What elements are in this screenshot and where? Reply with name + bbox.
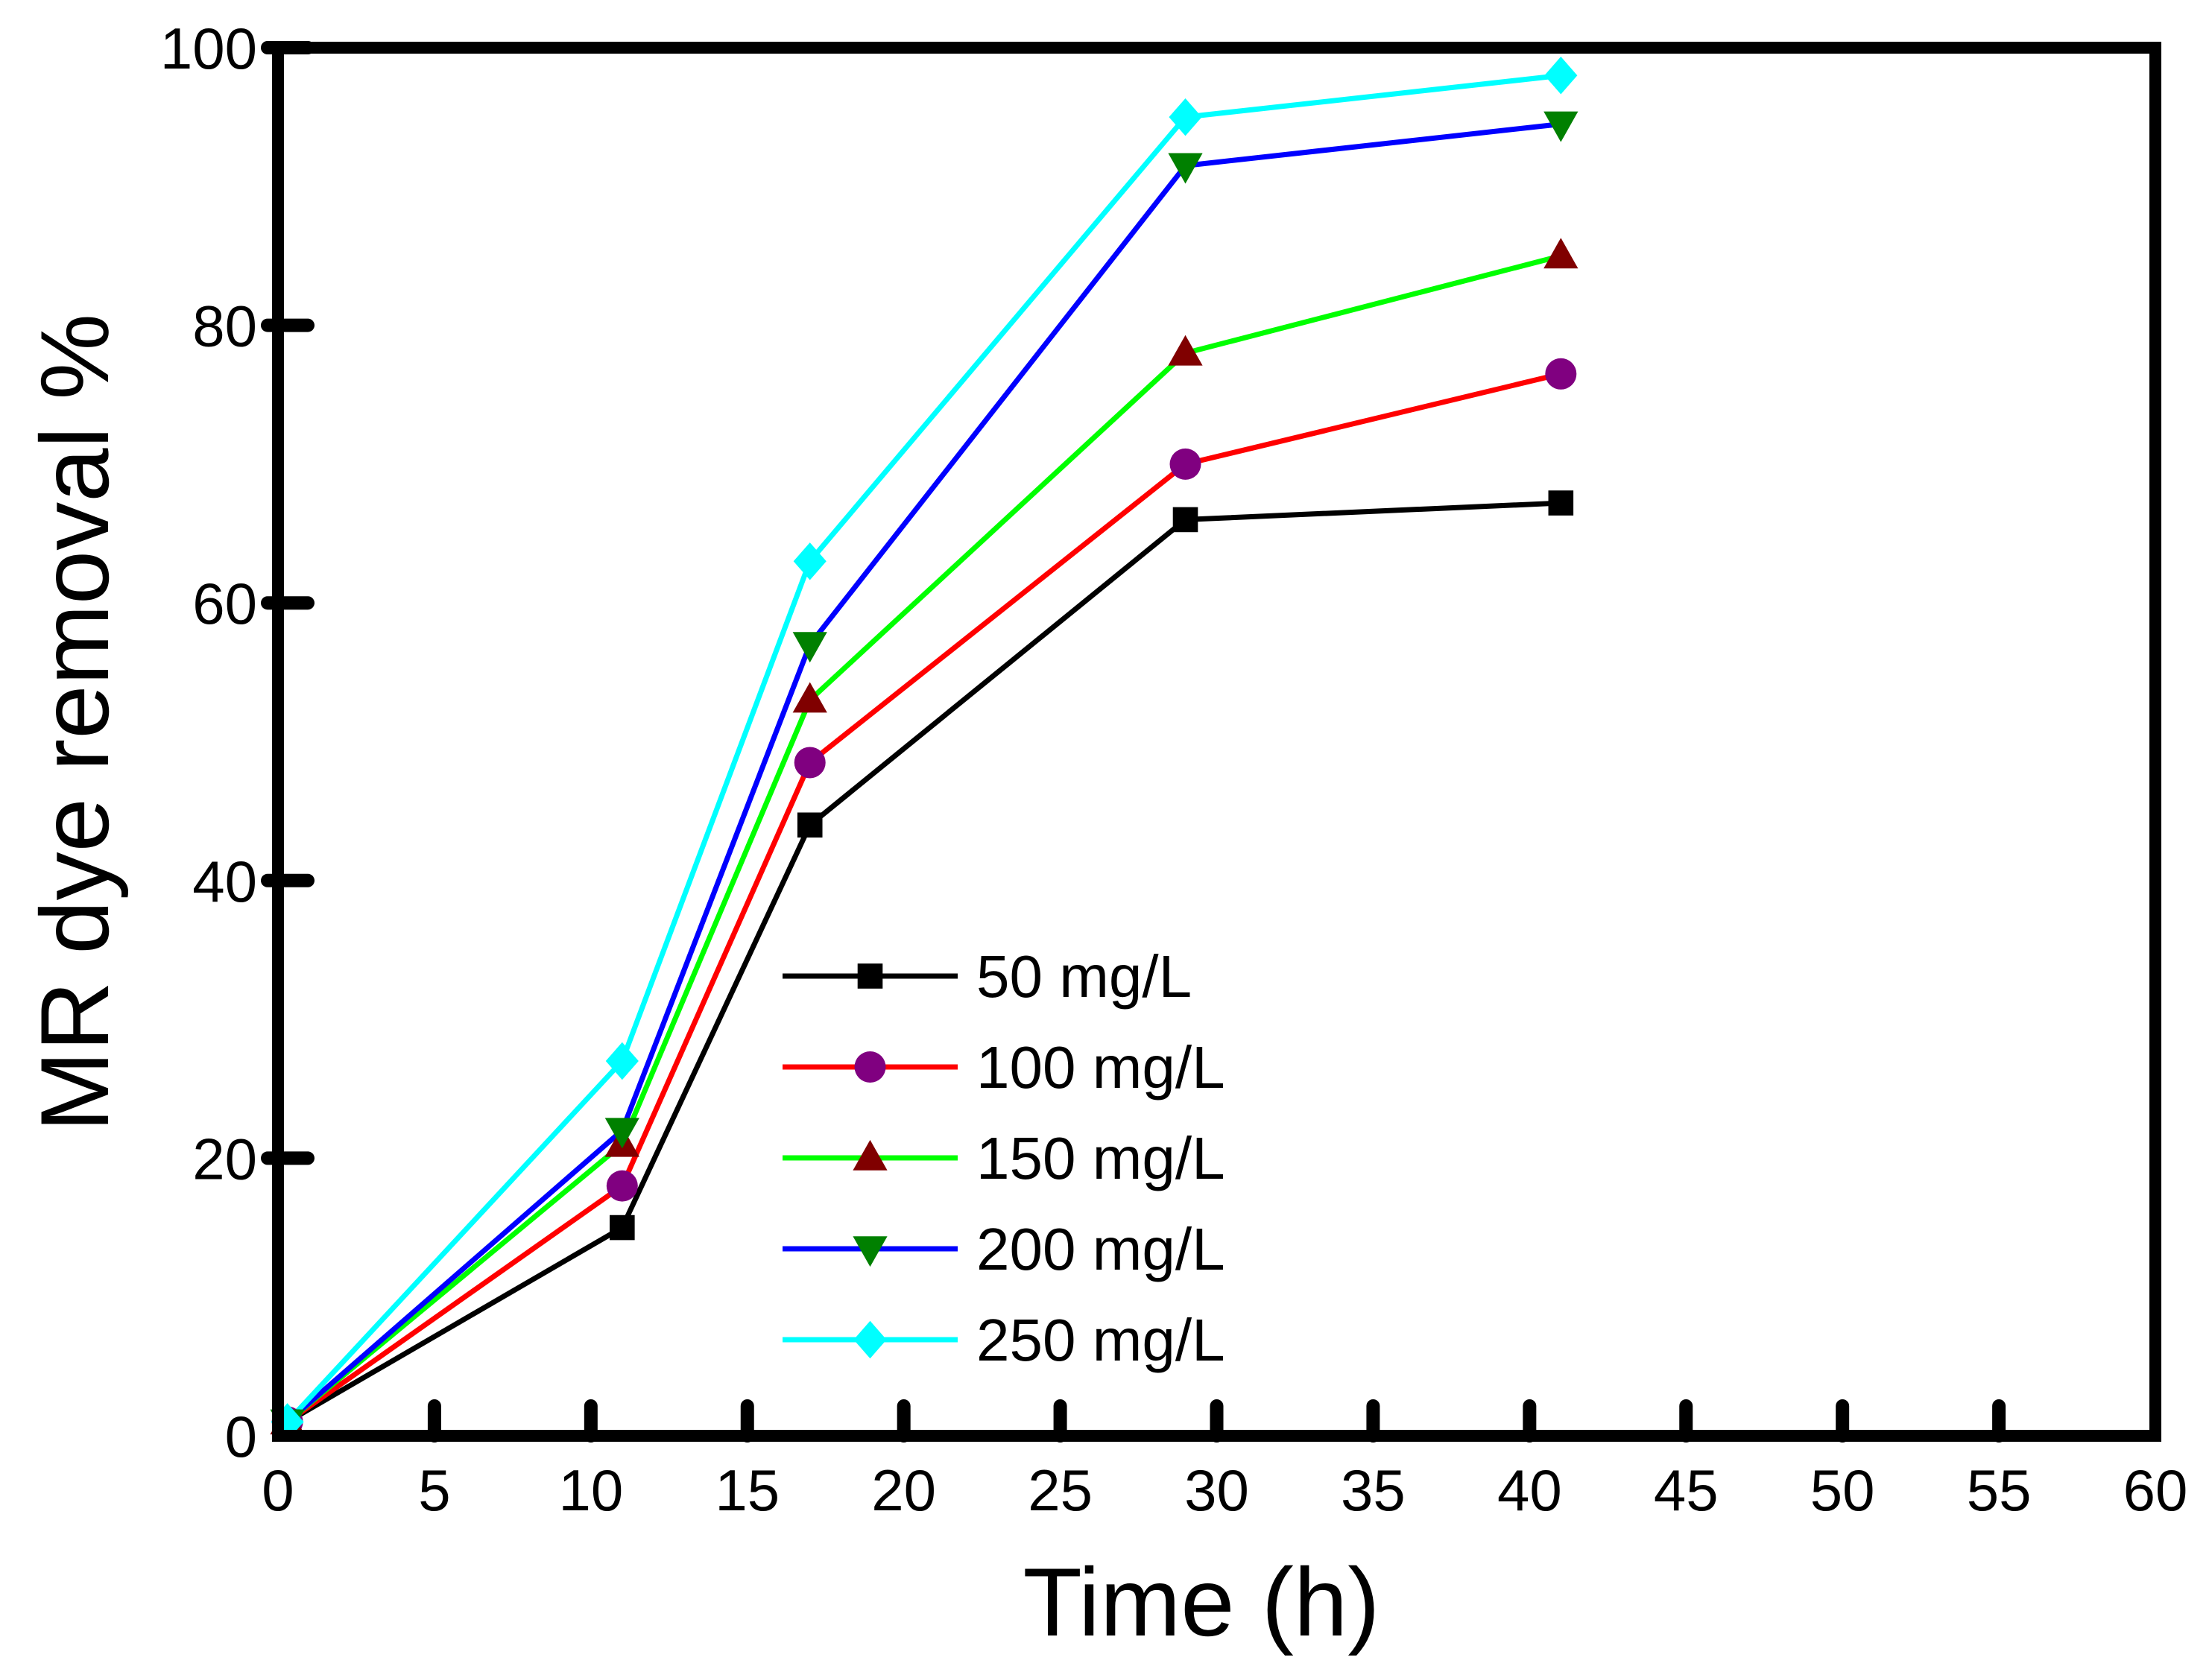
series-layer [270, 57, 1579, 1441]
y-tick-label: 40 [192, 849, 257, 914]
x-tick-label: 0 [262, 1457, 294, 1523]
data-point-series-4 [792, 632, 827, 663]
x-axis-title: Time (h) [1023, 1548, 1380, 1656]
data-point-series-5 [1544, 57, 1578, 95]
y-tick-label: 0 [225, 1404, 257, 1469]
x-tick-label: 25 [1028, 1457, 1093, 1523]
legend-marker [857, 963, 883, 989]
y-axis-title: MR dye removal % [20, 314, 129, 1132]
data-point-series-3 [1543, 238, 1579, 269]
x-tick-label: 50 [1810, 1457, 1875, 1523]
data-point-series-4 [1543, 111, 1579, 142]
y-axis-ticks: 0 20 40 60 80 100 [160, 16, 315, 1469]
x-tick-label: 30 [1184, 1457, 1249, 1523]
x-tick-label: 45 [1654, 1457, 1719, 1523]
x-tick-label: 40 [1497, 1457, 1562, 1523]
x-axis-ticks: 0 5 10 15 20 25 30 35 40 45 50 55 60 [262, 1399, 2188, 1523]
x-tick-label: 5 [418, 1457, 450, 1523]
legend-marker [854, 1051, 886, 1083]
legend-label: 150 mg/L [976, 1125, 1225, 1191]
legend: 50 mg/L 100 mg/L 150 mg/L 200 mg/L 250 mg/L [783, 943, 1225, 1373]
data-point-series-1 [610, 1215, 635, 1241]
series-line-5 [285, 72, 1561, 1424]
data-point-series-3 [1168, 335, 1203, 366]
x-tick-label: 10 [558, 1457, 623, 1523]
legend-marker [853, 1320, 887, 1359]
data-point-series-3 [792, 682, 827, 713]
legend-marker [853, 1236, 888, 1267]
series-line-1 [285, 500, 1561, 1425]
data-point-series-4 [604, 1118, 639, 1149]
data-point-series-5 [793, 542, 827, 580]
x-tick-label: 55 [1967, 1457, 2032, 1523]
data-point-series-1 [797, 812, 823, 838]
legend-marker [853, 1139, 888, 1171]
x-tick-label: 35 [1341, 1457, 1406, 1523]
legend-label: 100 mg/L [976, 1034, 1225, 1101]
legend-label: 50 mg/L [976, 943, 1192, 1010]
data-point-series-5 [605, 1042, 639, 1080]
y-tick-label: 80 [192, 294, 257, 359]
x-tick-label: 20 [871, 1457, 936, 1523]
y-tick-label: 60 [192, 571, 257, 636]
y-tick-label: 20 [192, 1126, 257, 1191]
y-tick-label: 100 [160, 16, 257, 81]
series-line-4 [285, 121, 1561, 1425]
data-point-series-2 [606, 1170, 638, 1202]
data-point-series-2 [1545, 358, 1577, 390]
data-point-series-2 [794, 747, 826, 779]
data-point-series-2 [1169, 448, 1201, 480]
data-point-series-1 [1548, 490, 1574, 516]
data-point-series-4 [1168, 153, 1203, 184]
x-tick-label: 60 [2123, 1457, 2188, 1523]
data-point-series-5 [1169, 98, 1202, 136]
legend-label: 200 mg/L [976, 1216, 1225, 1282]
x-tick-label: 15 [715, 1457, 780, 1523]
data-point-series-1 [1172, 507, 1198, 533]
legend-label: 250 mg/L [976, 1307, 1225, 1373]
